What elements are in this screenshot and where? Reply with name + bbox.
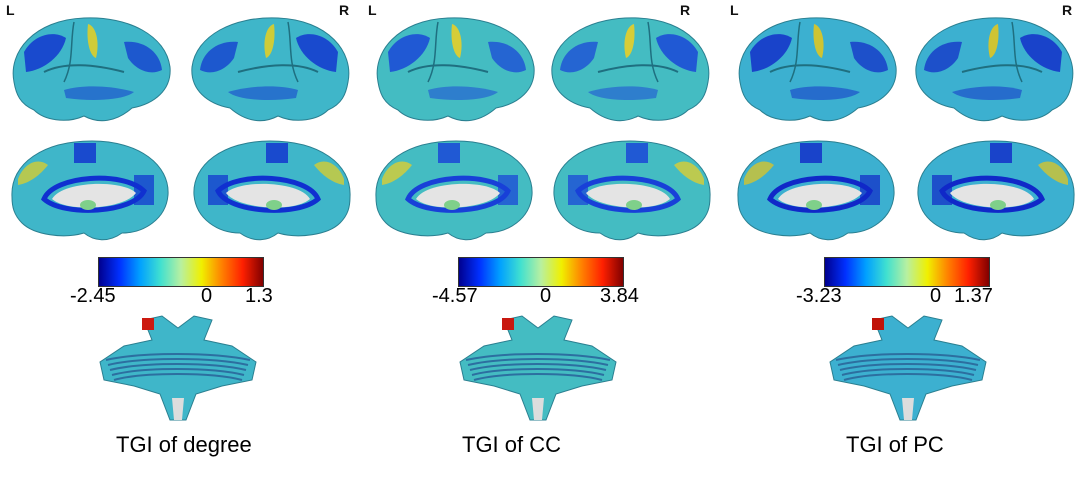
- panel-pc: L R -3.23 0 1.37 TGI of PC: [724, 0, 1084, 480]
- panel-caption: TGI of PC: [846, 432, 944, 457]
- cerebellum: [452, 310, 624, 428]
- brain-medial-right: [186, 135, 358, 253]
- panel-degree: L R -2.45 0 1.3 TGI of degree: [0, 0, 362, 480]
- colorbar: [824, 257, 990, 287]
- colorbar-min-label: -4.57: [432, 285, 478, 307]
- brain-lateral-left: [730, 12, 902, 130]
- right-hemisphere-label: R: [680, 2, 691, 18]
- brain-medial-right: [546, 135, 718, 253]
- brain-lateral-right: [186, 12, 358, 130]
- brain-medial-left: [730, 135, 902, 253]
- right-hemisphere-label: R: [339, 2, 350, 18]
- brain-medial-left: [4, 135, 176, 253]
- left-hemisphere-label: L: [6, 2, 15, 18]
- colorbar-min-label: -2.45: [70, 285, 116, 307]
- left-hemisphere-label: L: [730, 2, 739, 18]
- colorbar-max-label: 3.84: [600, 285, 639, 307]
- colorbar-max-label: 1.37: [954, 285, 993, 307]
- right-hemisphere-label: R: [1062, 2, 1073, 18]
- cerebellum: [822, 310, 994, 428]
- brain-medial-right: [910, 135, 1082, 253]
- panel-caption: TGI of degree: [116, 432, 252, 457]
- brain-lateral-right: [910, 12, 1082, 130]
- colorbar-zero-label: 0: [540, 285, 552, 307]
- colorbar-max-label: 1.3: [245, 285, 273, 307]
- colorbar-min-label: -3.23: [796, 285, 842, 307]
- colorbar: [458, 257, 624, 287]
- brain-lateral-left: [368, 12, 540, 130]
- panel-cc: L R -4.57 0 3.84 TGI of CC: [362, 0, 724, 480]
- panel-caption: TGI of CC: [462, 432, 562, 457]
- brain-lateral-right: [546, 12, 718, 130]
- colorbar-zero-label: 0: [201, 285, 213, 307]
- left-hemisphere-label: L: [368, 2, 377, 18]
- colorbar-zero-label: 0: [930, 285, 942, 307]
- brain-lateral-left: [4, 12, 176, 130]
- cerebellum: [92, 310, 264, 428]
- colorbar: [98, 257, 264, 287]
- brain-medial-left: [368, 135, 540, 253]
